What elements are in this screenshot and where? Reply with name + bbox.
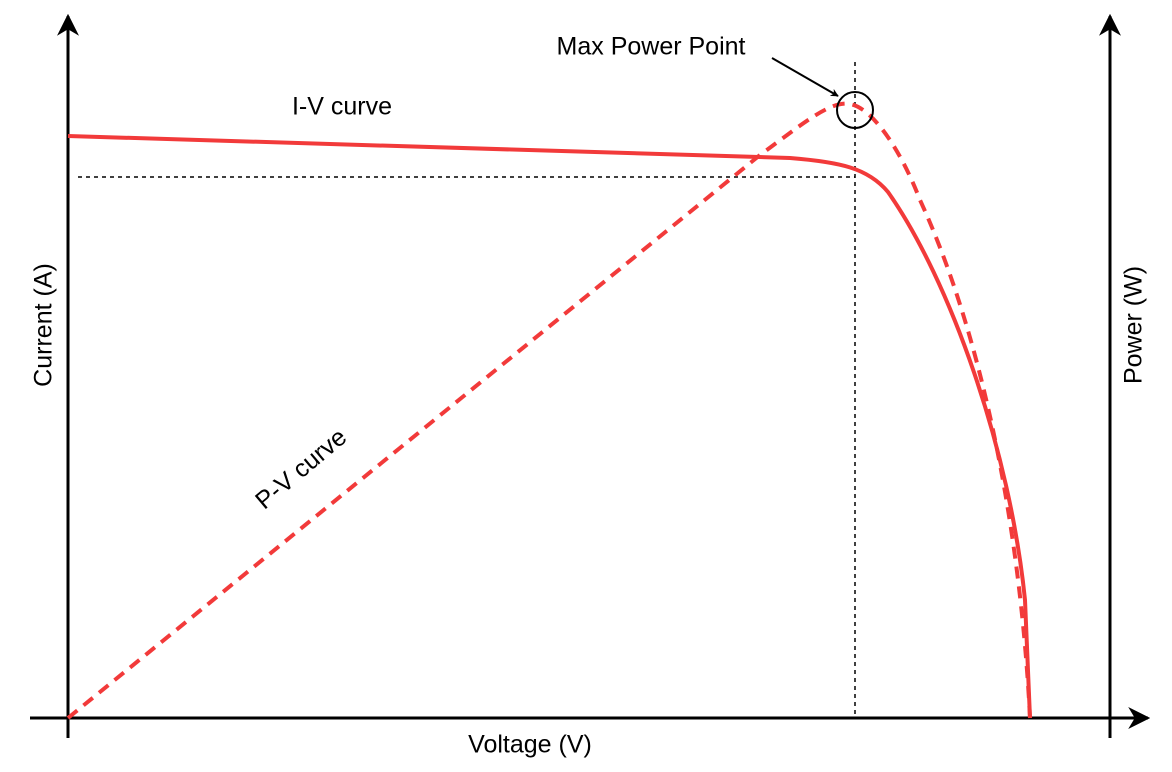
mpp-arrow xyxy=(771,57,839,97)
mpp-circle xyxy=(836,91,874,129)
iv-label: I-V curve xyxy=(292,93,392,121)
mpp-label: Max Power Point xyxy=(557,33,746,61)
x-axis-label: Voltage (V) xyxy=(468,731,592,759)
y-axis-left-label: Current (A) xyxy=(30,263,58,387)
y-axis-right-label: Power (W) xyxy=(1120,266,1148,384)
iv-curve xyxy=(67,134,1032,719)
pv-curve xyxy=(66,101,1032,720)
